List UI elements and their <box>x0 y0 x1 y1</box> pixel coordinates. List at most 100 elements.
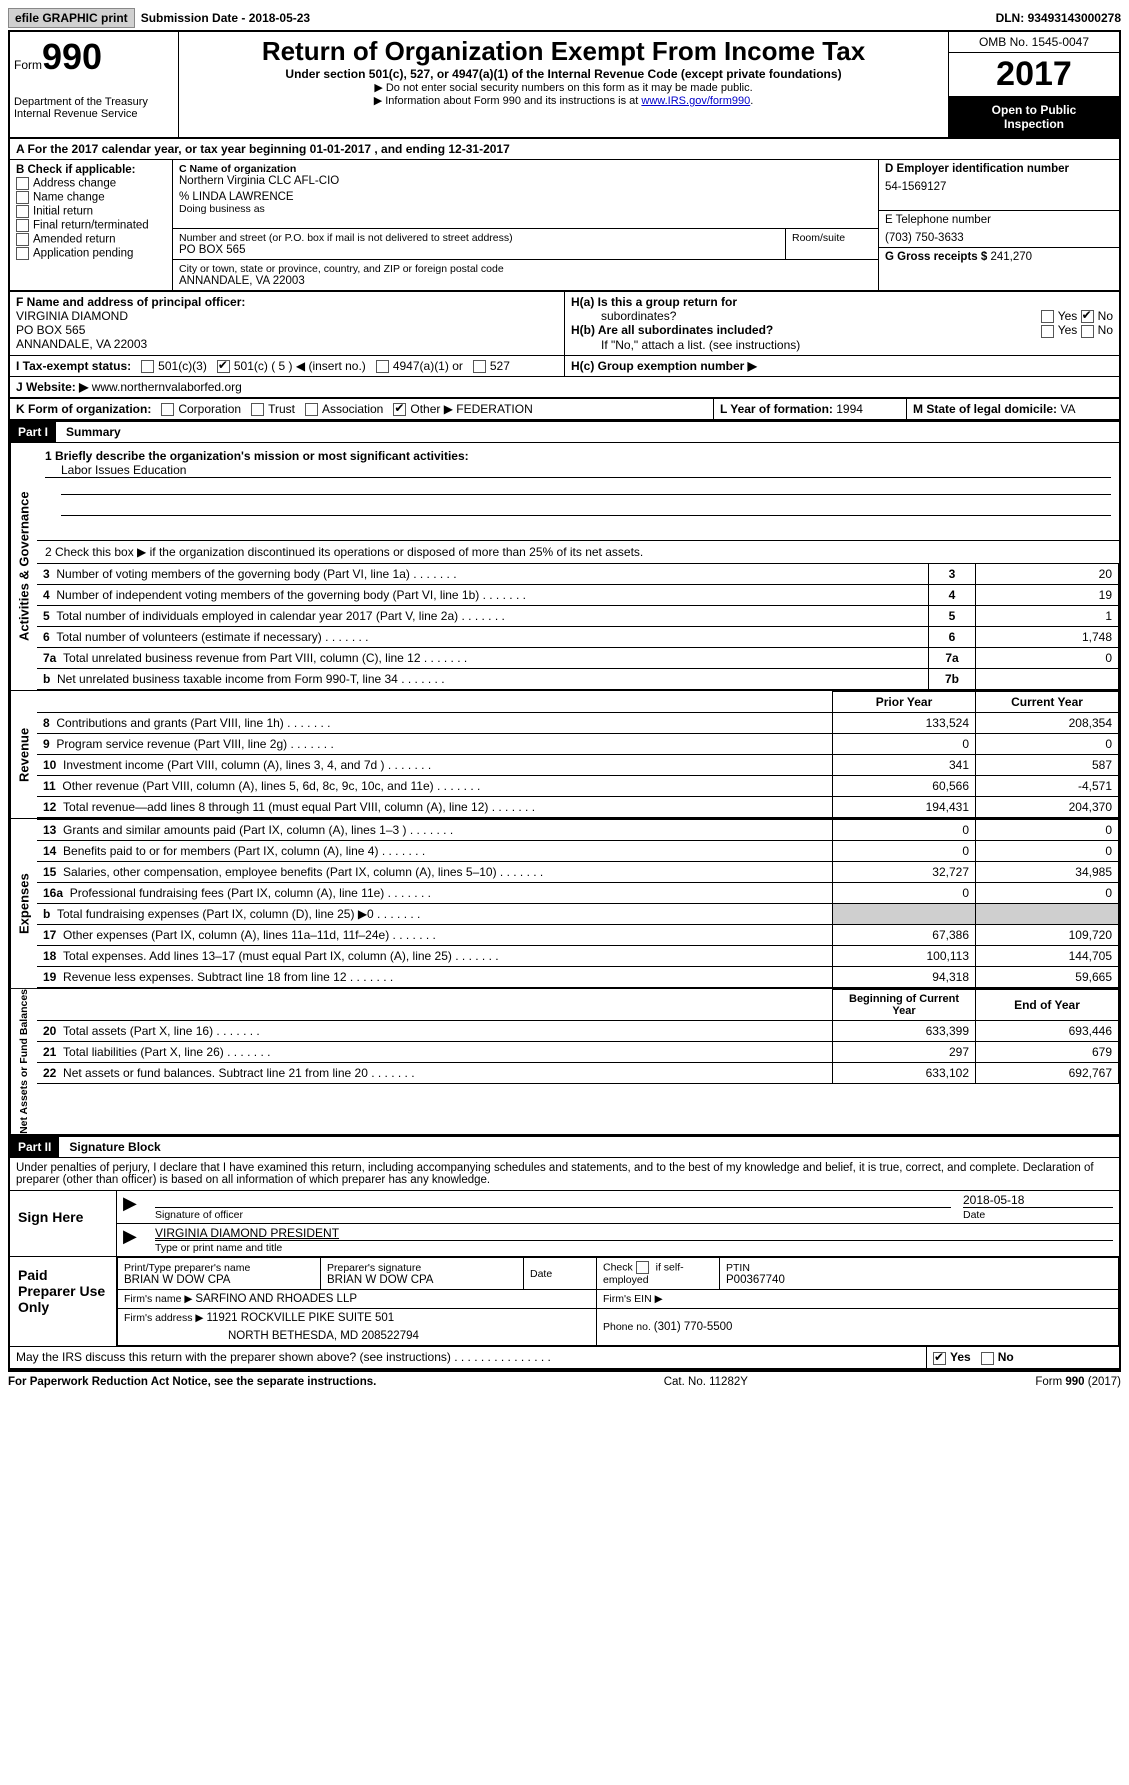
dln-number: DLN: 93493143000278 <box>996 11 1121 25</box>
efile-button[interactable]: efile GRAPHIC print <box>8 8 135 28</box>
table-row: 14 Benefits paid to or for members (Part… <box>37 841 1119 862</box>
form-title: Return of Organization Exempt From Incom… <box>183 36 944 67</box>
checkbox-corp[interactable] <box>161 403 174 416</box>
firm-address2: NORTH BETHESDA, MD 208522794 <box>118 1327 597 1346</box>
revenue-table: Prior YearCurrent Year 8 Contributions a… <box>37 691 1119 818</box>
sidetab-netassets: Net Assets or Fund Balances <box>10 989 37 1134</box>
checkbox-final-return[interactable] <box>16 219 29 232</box>
checkbox-501c3[interactable] <box>141 360 154 373</box>
public-inspection: Open to PublicInspection <box>949 97 1119 137</box>
checkbox-ha-yes[interactable] <box>1041 310 1054 323</box>
firm-address: 11921 ROCKVILLE PIKE SUITE 501 <box>206 1312 394 1324</box>
row-k-form-org: K Form of organization: Corporation Trus… <box>10 399 714 419</box>
footer-row: For Paperwork Reduction Act Notice, see … <box>8 1370 1121 1392</box>
top-bar: efile GRAPHIC print Submission Date - 20… <box>8 8 1121 28</box>
table-row: 4 Number of independent voting members o… <box>37 585 1119 606</box>
table-row: 3 Number of voting members of the govern… <box>37 564 1119 585</box>
table-row: 5 Total number of individuals employed i… <box>37 606 1119 627</box>
form-subtitle: Under section 501(c), 527, or 4947(a)(1)… <box>183 67 944 81</box>
arrow-icon: ▶ <box>117 1191 149 1223</box>
row-j-website: J Website: ▶ www.northernvalaborfed.org <box>10 377 1119 397</box>
preparer-name: BRIAN W DOW CPA <box>124 1274 314 1286</box>
checkbox-application-pending[interactable] <box>16 247 29 260</box>
row-i-tax-status: I Tax-exempt status: 501(c)(3) 501(c) ( … <box>10 356 565 376</box>
row-hc-group-exemption: H(c) Group exemption number ▶ <box>565 356 1119 376</box>
part2-header: Part II Signature Block <box>8 1136 1121 1158</box>
sidetab-expenses: Expenses <box>10 819 37 988</box>
col-d-ein: D Employer identification number 54-1569… <box>879 160 1119 290</box>
table-row: 15 Salaries, other compensation, employe… <box>37 862 1119 883</box>
checkbox-discuss-yes[interactable] <box>933 1352 946 1365</box>
perjury-statement: Under penalties of perjury, I declare th… <box>8 1158 1121 1191</box>
irs-link[interactable]: www.IRS.gov/form990 <box>641 95 750 107</box>
table-row: 6 Total number of volunteers (estimate i… <box>37 627 1119 648</box>
sidetab-governance: Activities & Governance <box>10 443 37 690</box>
phone-value: (703) 750-3633 <box>885 232 1113 244</box>
col-c-org: C Name of organization Northern Virginia… <box>173 160 879 290</box>
checkbox-527[interactable] <box>473 360 486 373</box>
table-row: 8 Contributions and grants (Part VIII, l… <box>37 713 1119 734</box>
table-row: 10 Investment income (Part VIII, column … <box>37 755 1119 776</box>
line1-mission: 1 Briefly describe the organization's mi… <box>37 443 1119 541</box>
dept-treasury: Department of the Treasury Internal Reve… <box>14 96 174 120</box>
governance-table: 3 Number of voting members of the govern… <box>37 563 1119 690</box>
firm-phone: (301) 770-5500 <box>654 1321 733 1333</box>
ptin-value: P00367740 <box>726 1274 1112 1286</box>
checkbox-other[interactable] <box>393 403 406 416</box>
table-row: 16a Professional fundraising fees (Part … <box>37 883 1119 904</box>
row-h-group: H(a) Is this a group return for subordin… <box>565 292 1119 355</box>
checkbox-ha-no[interactable] <box>1081 310 1094 323</box>
table-row: 13 Grants and similar amounts paid (Part… <box>37 820 1119 841</box>
sidetab-revenue: Revenue <box>10 691 37 818</box>
table-row: 21 Total liabilities (Part X, line 26)29… <box>37 1042 1119 1063</box>
table-row: 19 Revenue less expenses. Subtract line … <box>37 967 1119 988</box>
expenses-table: 13 Grants and similar amounts paid (Part… <box>37 819 1119 988</box>
omb-number: OMB No. 1545-0047 <box>949 32 1119 53</box>
sig-date: 2018-05-18 <box>963 1193 1113 1207</box>
checkbox-trust[interactable] <box>251 403 264 416</box>
website-value[interactable]: www.northernvalaborfed.org <box>92 380 242 394</box>
table-row: 7a Total unrelated business revenue from… <box>37 648 1119 669</box>
checkbox-amended[interactable] <box>16 233 29 246</box>
checkbox-name-change[interactable] <box>16 191 29 204</box>
tax-year: 2017 <box>996 55 1072 93</box>
note-ssn: ▶ Do not enter social security numbers o… <box>183 81 944 94</box>
table-row: 22 Net assets or fund balances. Subtract… <box>37 1063 1119 1084</box>
form-number: Form990 <box>14 36 174 78</box>
discuss-preparer: May the IRS discuss this return with the… <box>10 1347 927 1367</box>
checkbox-hb-no[interactable] <box>1081 325 1094 338</box>
table-row: 17 Other expenses (Part IX, column (A), … <box>37 925 1119 946</box>
table-row: b Net unrelated business taxable income … <box>37 669 1119 690</box>
note-link: ▶ Information about Form 990 and its ins… <box>183 94 944 107</box>
table-row: 12 Total revenue—add lines 8 through 11 … <box>37 797 1119 818</box>
care-of: % LINDA LAWRENCE <box>179 191 872 203</box>
row-l-year: L Year of formation: 1994 <box>714 399 907 419</box>
city-state-zip: ANNANDALE, VA 22003 <box>179 275 872 287</box>
checkbox-self-employed[interactable] <box>636 1261 649 1274</box>
checkbox-assoc[interactable] <box>305 403 318 416</box>
checkbox-hb-yes[interactable] <box>1041 325 1054 338</box>
street-address: PO BOX 565 <box>179 244 779 256</box>
org-name: Northern Virginia CLC AFL-CIO <box>179 175 872 187</box>
ein-value: 54-1569127 <box>885 181 1113 193</box>
col-b-checkboxes: B Check if applicable: Address change Na… <box>10 160 173 290</box>
checkbox-initial-return[interactable] <box>16 205 29 218</box>
table-row: b Total fundraising expenses (Part IX, c… <box>37 904 1119 925</box>
arrow-icon: ▶ <box>117 1224 149 1256</box>
table-row: 20 Total assets (Part X, line 16)633,399… <box>37 1021 1119 1042</box>
table-row: 9 Program service revenue (Part VIII, li… <box>37 734 1119 755</box>
row-m-state: M State of legal domicile: VA <box>907 399 1119 419</box>
row-f-officer: F Name and address of principal officer:… <box>10 292 565 355</box>
checkbox-address-change[interactable] <box>16 177 29 190</box>
table-row: 18 Total expenses. Add lines 13–17 (must… <box>37 946 1119 967</box>
checkbox-discuss-no[interactable] <box>981 1352 994 1365</box>
checkbox-501c[interactable] <box>217 360 230 373</box>
submission-date: Submission Date - 2018-05-23 <box>141 11 310 25</box>
officer-name: VIRGINIA DIAMOND PRESIDENT <box>155 1226 1113 1240</box>
form-header: Form990 Department of the Treasury Inter… <box>8 30 1121 139</box>
part1-header: Part I Summary <box>8 421 1121 443</box>
checkbox-4947[interactable] <box>376 360 389 373</box>
table-row: 11 Other revenue (Part VIII, column (A),… <box>37 776 1119 797</box>
firm-name: SARFINO AND RHOADES LLP <box>195 1293 357 1305</box>
line2-discontinued: 2 Check this box ▶ if the organization d… <box>37 541 1119 563</box>
